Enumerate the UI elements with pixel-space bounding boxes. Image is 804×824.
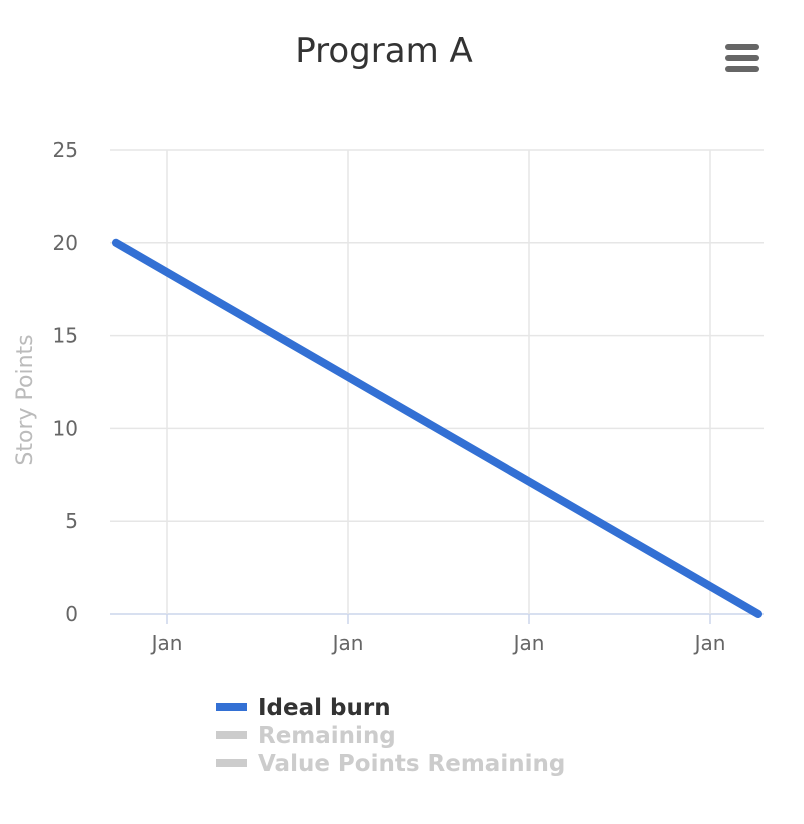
legend-label: Value Points Remaining bbox=[258, 751, 565, 777]
chart-title: Program A bbox=[295, 31, 473, 71]
x-tick-label: Jan bbox=[693, 631, 726, 655]
x-tick-label: Jan bbox=[150, 631, 183, 655]
grid-lines bbox=[110, 149, 764, 624]
y-axis-label: Story Points bbox=[13, 334, 38, 465]
series-lines bbox=[112, 238, 762, 618]
menu-button[interactable] bbox=[720, 36, 764, 80]
legend-label: Ideal burn bbox=[258, 695, 391, 721]
legend-item[interactable]: Ideal burn bbox=[216, 695, 391, 721]
legend-swatch bbox=[216, 731, 247, 739]
series-line-ideal-burn bbox=[112, 238, 762, 618]
y-tick-label: 10 bbox=[53, 416, 78, 440]
legend-swatch bbox=[216, 703, 247, 711]
y-tick-label: 25 bbox=[53, 138, 78, 162]
x-axis-ticks: Jan Jan Jan Jan bbox=[150, 631, 726, 655]
x-tick-label: Jan bbox=[331, 631, 364, 655]
y-tick-label: 5 bbox=[65, 509, 78, 533]
legend-item[interactable]: Value Points Remaining bbox=[216, 751, 565, 777]
hamburger-menu-icon bbox=[725, 44, 759, 72]
y-tick-label: 15 bbox=[53, 324, 78, 348]
y-tick-label: 20 bbox=[53, 231, 78, 255]
legend-swatch bbox=[216, 759, 247, 767]
y-axis-ticks: 0 5 10 15 20 25 bbox=[53, 138, 78, 626]
legend-label: Remaining bbox=[258, 723, 396, 749]
legend-item[interactable]: Remaining bbox=[216, 723, 396, 749]
x-tick-label: Jan bbox=[512, 631, 545, 655]
y-tick-label: 0 bbox=[65, 602, 78, 626]
